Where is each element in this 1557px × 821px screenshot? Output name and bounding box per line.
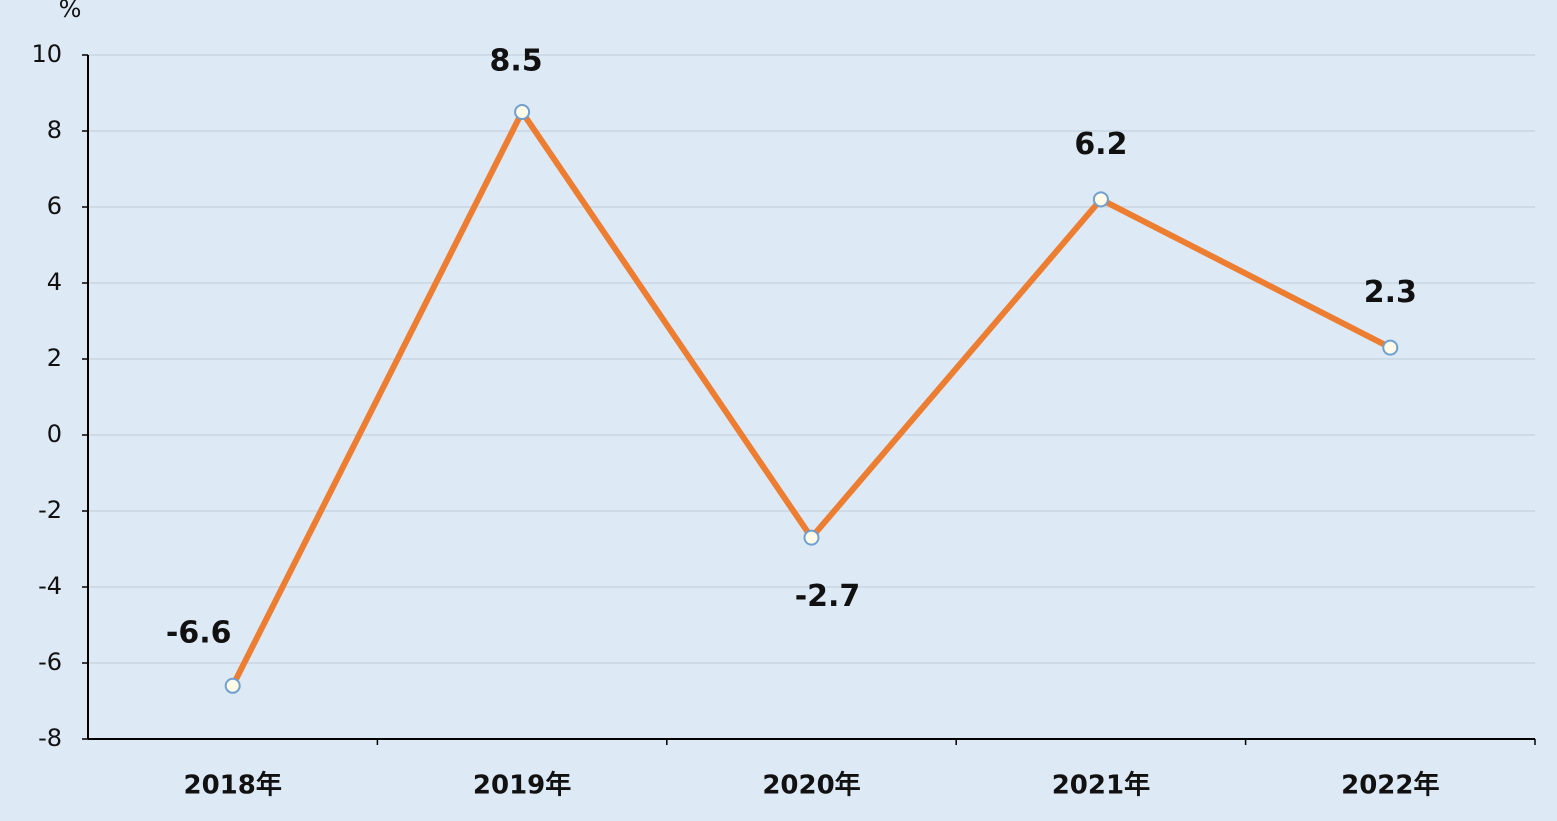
marker	[1382, 339, 1399, 356]
y-tick-label: 2	[47, 344, 62, 372]
data-label: 8.5	[490, 44, 543, 79]
x-tick-label: 2019年	[473, 770, 571, 801]
y-tick-label: -8	[38, 724, 62, 752]
y-tick-label: 10	[31, 40, 62, 68]
data-label: -6.6	[166, 615, 232, 650]
y-tick-label: -4	[38, 572, 62, 600]
x-tick-label: 2021年	[1052, 770, 1150, 801]
y-tick-label: 8	[47, 116, 62, 144]
x-tick-label: 2022年	[1341, 770, 1439, 801]
marker	[803, 529, 820, 546]
data-label: 6.2	[1074, 127, 1127, 162]
marker	[1092, 191, 1109, 208]
y-tick-label: -2	[38, 496, 62, 524]
y-tick-label: 0	[47, 420, 62, 448]
data-label: 2.3	[1364, 275, 1417, 310]
marker	[514, 104, 531, 120]
y-axis-label: %	[59, 0, 82, 23]
x-tick-label: 2018年	[184, 770, 282, 801]
x-tick-label: 2020年	[762, 770, 860, 801]
y-tick-label: 6	[47, 192, 62, 220]
data-label: -2.7	[795, 579, 861, 614]
marker	[224, 677, 241, 694]
y-tick-label: 4	[47, 268, 62, 296]
y-tick-label: -6	[38, 648, 62, 676]
